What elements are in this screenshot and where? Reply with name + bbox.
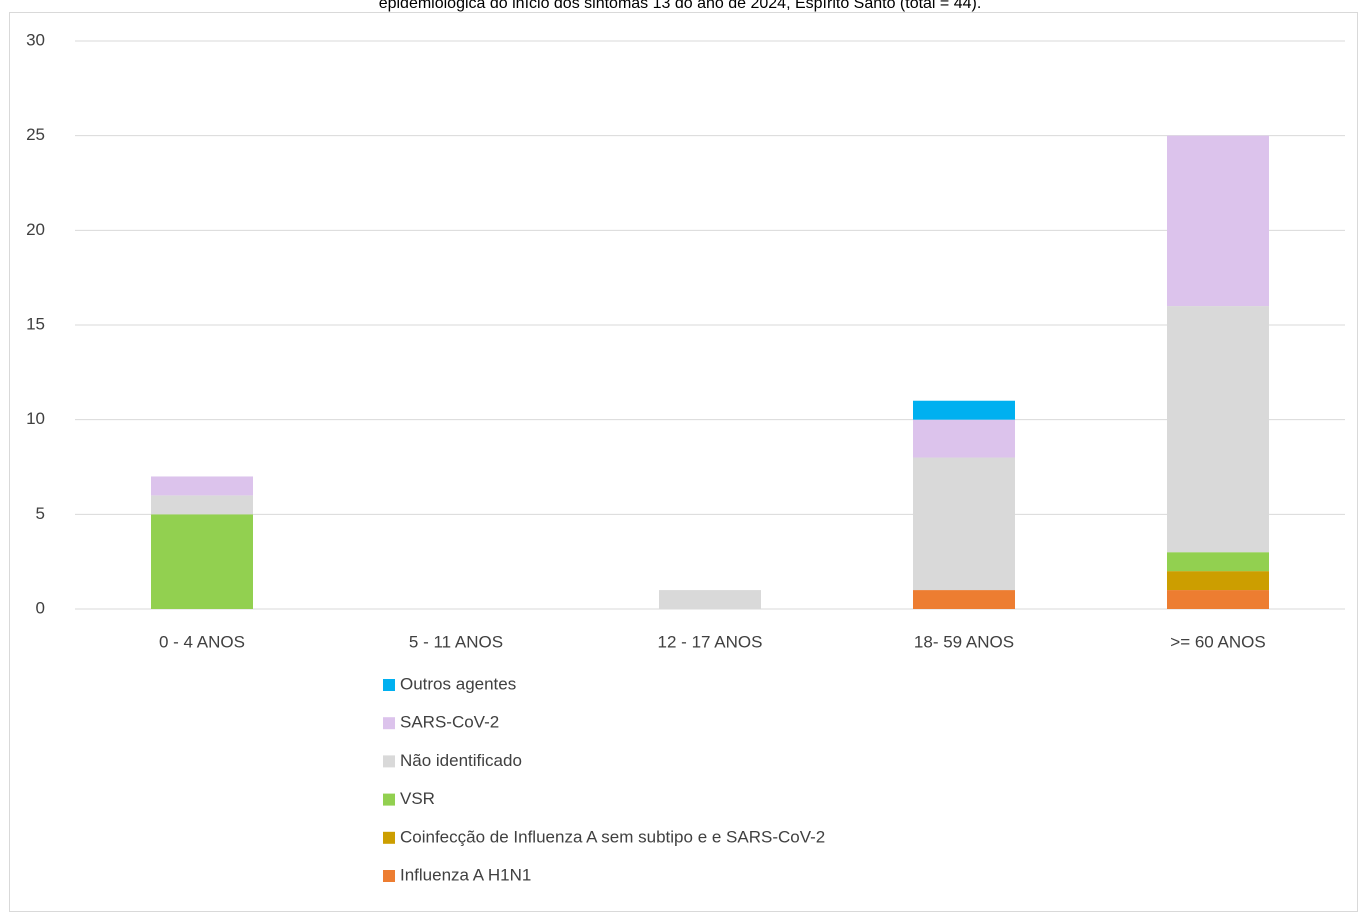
y-tick-label: 25	[26, 125, 45, 144]
legend-label: Outros agentes	[400, 674, 516, 693]
bar-segment	[151, 495, 253, 515]
y-tick-label: 30	[26, 30, 45, 49]
bar-segment	[913, 400, 1015, 420]
legend-swatch	[383, 717, 395, 730]
bar-segment	[1167, 590, 1269, 609]
bar-segment	[151, 476, 253, 496]
legend-swatch	[383, 831, 395, 844]
y-tick-label: 0	[36, 598, 45, 617]
x-tick-label: 12 - 17 ANOS	[658, 632, 763, 651]
legend-label: Coinfecção de Influenza A sem subtipo e …	[400, 827, 825, 846]
x-tick-label: 18- 59 ANOS	[914, 632, 1014, 651]
bar-segment	[1167, 306, 1269, 553]
bar-segment	[913, 419, 1015, 458]
chart-title: epidemiológica do início dos sintomas 13…	[379, 0, 982, 12]
legend-swatch	[383, 870, 395, 882]
chart-frame	[9, 12, 1358, 912]
legend-label: Influenza A H1N1	[400, 865, 531, 884]
bar-segment	[913, 457, 1015, 591]
x-tick-label: >= 60 ANOS	[1170, 632, 1265, 651]
bar-segment	[1167, 135, 1269, 307]
legend-swatch	[383, 679, 395, 691]
y-tick-label: 10	[26, 409, 45, 428]
legend-swatch	[383, 793, 395, 806]
legend-label: SARS-CoV-2	[400, 713, 499, 732]
x-tick-label: 0 - 4 ANOS	[159, 632, 245, 651]
legend-swatch	[383, 755, 395, 768]
x-tick-label: 5 - 11 ANOS	[409, 632, 503, 651]
bar-segment	[151, 514, 253, 609]
legend-label: Não identificado	[400, 751, 522, 770]
y-tick-label: 5	[36, 504, 45, 523]
bar-segment	[1167, 571, 1269, 591]
bar-segment	[913, 590, 1015, 609]
y-tick-label: 20	[26, 220, 45, 239]
bar-segment	[1167, 552, 1269, 572]
legend-label: VSR	[400, 789, 435, 808]
bar-segment	[659, 590, 761, 609]
y-tick-label: 15	[26, 314, 45, 333]
